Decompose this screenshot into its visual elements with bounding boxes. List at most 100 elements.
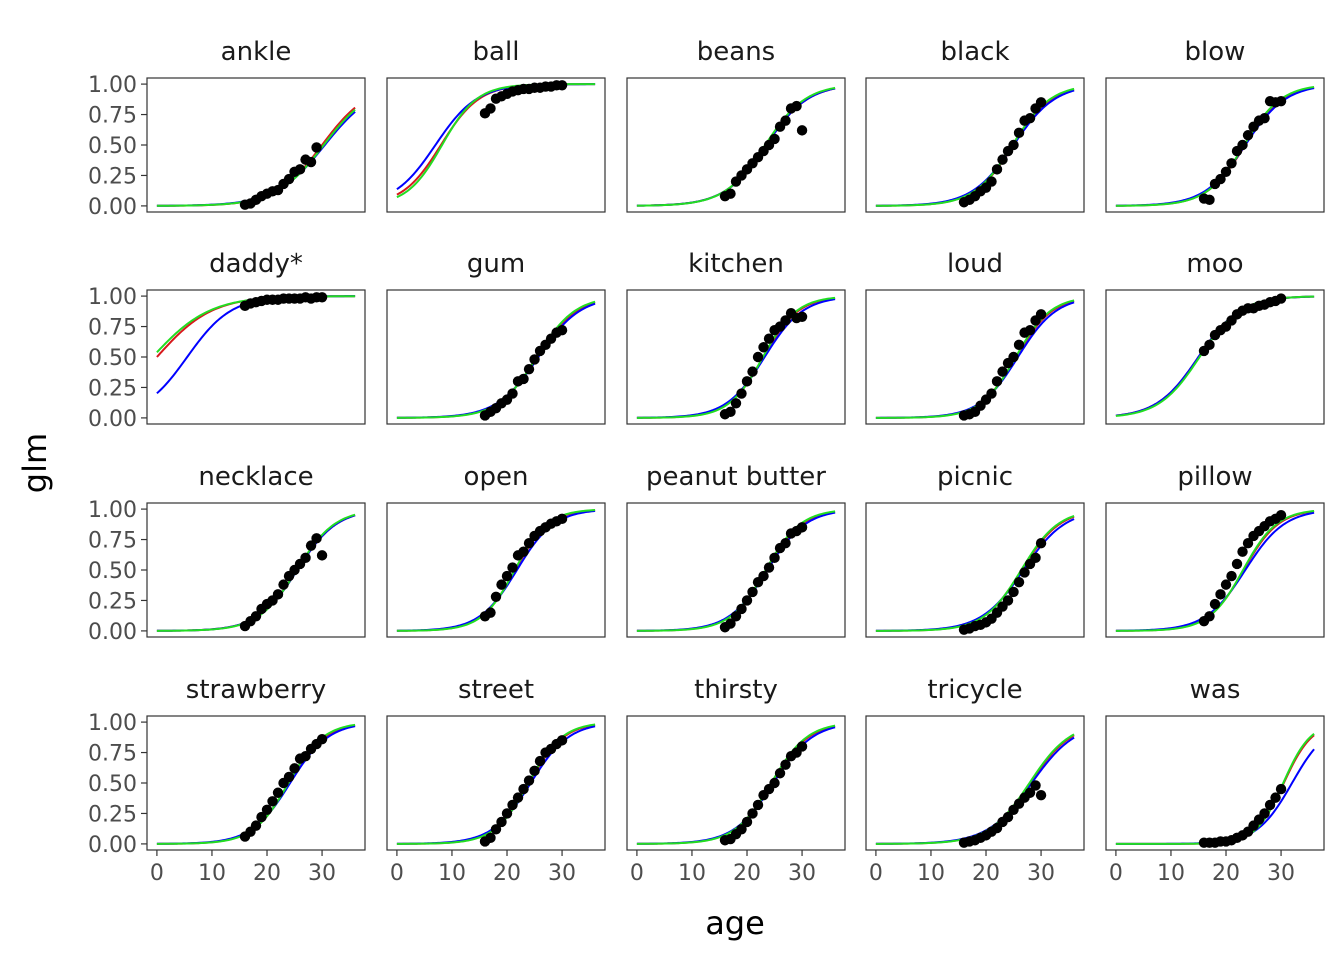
data-point bbox=[311, 142, 322, 153]
x-tick-label: 10 bbox=[198, 861, 226, 886]
data-point bbox=[512, 792, 524, 803]
data-point bbox=[780, 759, 791, 770]
data-point bbox=[796, 311, 808, 322]
panel-border bbox=[146, 77, 366, 213]
y-tick-label: 0.50 bbox=[88, 346, 137, 371]
panel-title: loud bbox=[947, 249, 1003, 279]
panel-title: open bbox=[464, 462, 529, 492]
x-tick-label: 20 bbox=[1212, 861, 1240, 886]
data-point bbox=[780, 538, 791, 549]
data-point bbox=[529, 354, 540, 365]
y-tick-label: 1.00 bbox=[88, 285, 137, 310]
panel-title: thirsty bbox=[694, 675, 778, 705]
x-tick-label: 30 bbox=[1267, 861, 1295, 886]
y-tick-label: 0.25 bbox=[88, 802, 137, 827]
data-point bbox=[1013, 127, 1025, 139]
data-point bbox=[518, 546, 529, 557]
data-point bbox=[1275, 293, 1287, 304]
data-point bbox=[1242, 130, 1254, 141]
data-point bbox=[747, 586, 758, 598]
data-point bbox=[1237, 139, 1248, 151]
panel-title: strawberry bbox=[186, 675, 326, 705]
data-point bbox=[1226, 570, 1237, 582]
data-point bbox=[496, 579, 507, 590]
panel-border bbox=[1105, 502, 1325, 638]
data-point bbox=[316, 733, 328, 745]
data-point bbox=[289, 763, 300, 774]
data-point bbox=[556, 325, 568, 336]
panel-title: ankle bbox=[221, 37, 292, 67]
panel-title: pillow bbox=[1177, 462, 1252, 492]
x-tick-label: 30 bbox=[788, 861, 816, 886]
data-point bbox=[501, 570, 513, 582]
panel-title: necklace bbox=[198, 462, 313, 492]
panel-border bbox=[386, 289, 606, 425]
data-point bbox=[1002, 811, 1014, 823]
data-point bbox=[283, 173, 295, 185]
data-point bbox=[791, 100, 802, 112]
data-point bbox=[1275, 509, 1287, 521]
data-point bbox=[780, 115, 791, 126]
data-point bbox=[1030, 780, 1041, 791]
data-point bbox=[1275, 95, 1287, 107]
data-point bbox=[507, 799, 518, 811]
data-point bbox=[997, 154, 1008, 165]
panel-blow: blow bbox=[1105, 37, 1325, 213]
data-point bbox=[316, 292, 328, 303]
data-point bbox=[796, 125, 808, 136]
data-point bbox=[780, 315, 791, 326]
data-point bbox=[741, 595, 753, 606]
panel-border bbox=[1105, 289, 1325, 425]
y-tick-label: 0.75 bbox=[88, 316, 137, 341]
data-point bbox=[267, 796, 278, 807]
data-point bbox=[294, 164, 306, 175]
data-point bbox=[1008, 139, 1019, 151]
data-point bbox=[1204, 339, 1215, 351]
data-point bbox=[1024, 787, 1036, 798]
data-point bbox=[736, 824, 747, 835]
data-point bbox=[1264, 799, 1276, 811]
panel-beans: beans bbox=[626, 37, 846, 213]
panel-peanut-butter: peanut butter bbox=[626, 462, 846, 638]
curve-green bbox=[1115, 509, 1315, 632]
data-point bbox=[1024, 325, 1036, 336]
y-tick-label: 0.50 bbox=[88, 559, 137, 584]
data-point bbox=[1008, 586, 1019, 598]
panel-border bbox=[865, 715, 1085, 851]
data-point bbox=[1013, 576, 1025, 588]
data-point bbox=[485, 832, 496, 844]
x-tick-label: 20 bbox=[972, 861, 1000, 886]
data-point bbox=[256, 811, 267, 823]
data-point bbox=[1035, 97, 1047, 108]
data-point bbox=[278, 579, 289, 590]
data-point bbox=[305, 156, 317, 168]
y-tick-label: 0.00 bbox=[88, 620, 137, 645]
data-point bbox=[1035, 309, 1047, 320]
panel-thirsty: thirsty 0 10 20 30 bbox=[626, 675, 846, 886]
data-point bbox=[741, 376, 753, 387]
data-point bbox=[796, 522, 808, 533]
data-point bbox=[747, 808, 758, 819]
data-point bbox=[490, 591, 502, 602]
data-point bbox=[763, 333, 775, 344]
x-tick-label: 0 bbox=[1109, 861, 1123, 886]
panel-border bbox=[626, 77, 846, 213]
x-tick-label: 0 bbox=[869, 861, 883, 886]
data-point bbox=[1209, 598, 1221, 610]
x-tick-label: 20 bbox=[253, 861, 281, 886]
panel-border bbox=[1105, 715, 1325, 851]
data-point bbox=[1220, 166, 1232, 177]
y-tick-label: 1.00 bbox=[88, 498, 137, 523]
x-tick-label: 30 bbox=[308, 861, 336, 886]
panel-strawberry: strawberry 0.00 0.25 0.50 0.75 1.00 0 10 20 30 bbox=[88, 675, 366, 886]
y-tick-label: 0.00 bbox=[88, 407, 137, 432]
y-tick-label: 0.75 bbox=[88, 104, 137, 129]
panel-open: open bbox=[386, 462, 606, 638]
data-point bbox=[763, 562, 775, 573]
panel-title: was bbox=[1190, 675, 1241, 705]
data-point bbox=[730, 611, 742, 622]
data-point bbox=[523, 538, 535, 549]
data-point bbox=[991, 164, 1003, 175]
data-point bbox=[1030, 552, 1041, 564]
data-point bbox=[997, 366, 1008, 377]
